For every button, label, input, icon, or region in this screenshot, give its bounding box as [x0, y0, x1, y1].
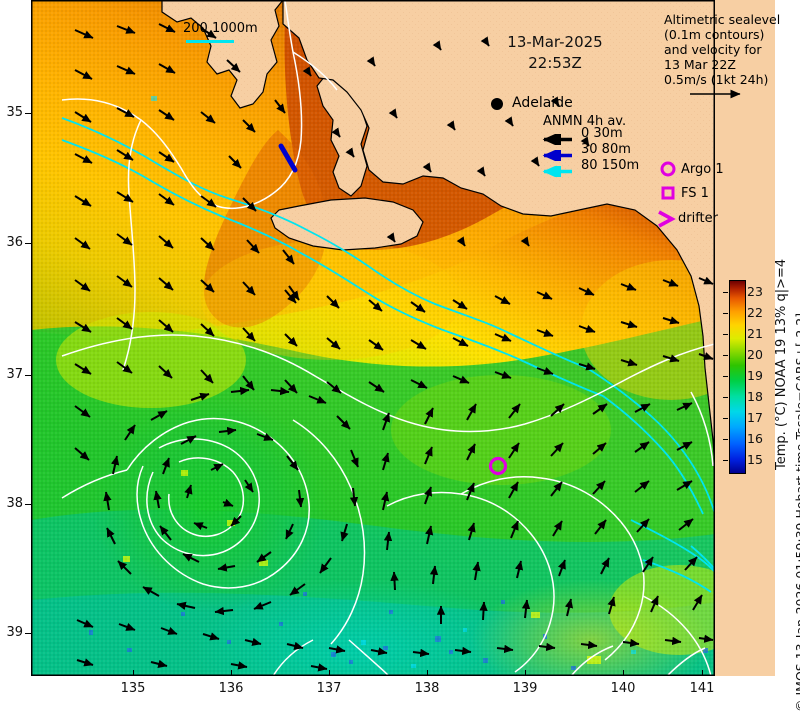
cbar-tick	[723, 418, 728, 419]
altimetry-note-line1: Altimetric sealevel	[664, 12, 781, 27]
anmn-label-80-150m: 80 150m	[581, 158, 640, 173]
timestamp-date: 13-Mar-2025	[507, 33, 603, 51]
timestamp-time: 22:53Z	[528, 54, 582, 72]
cbar-label-17: 17	[747, 410, 763, 425]
colorbar-title: Temp. (°C) NOAA 19 13% q|>=4	[774, 258, 789, 470]
cbar-label-19: 19	[747, 368, 763, 383]
xtick-mark	[702, 670, 703, 676]
drifter-chevron-icon	[655, 209, 679, 233]
xtick-mark	[623, 670, 624, 676]
ytick-mark	[25, 633, 31, 634]
anmn-arrow-30-80m-icon	[540, 146, 576, 165]
xtick-mark	[133, 670, 134, 676]
xtick-label-138: 138	[414, 681, 440, 696]
cbar-label-16: 16	[747, 431, 763, 446]
xtick-label-136: 136	[218, 681, 244, 696]
legend-label-fs: FS 1	[681, 186, 709, 201]
anmn-legend-title: ANMN 4h av.	[543, 114, 627, 129]
ytick-label-38: 38	[6, 496, 23, 511]
cbar-label-20: 20	[747, 347, 763, 362]
cbar-tick	[723, 355, 728, 356]
ytick-label-39: 39	[6, 625, 23, 640]
xtick-label-137: 137	[316, 681, 342, 696]
legend-label-drifter: drifter	[678, 211, 718, 226]
anmn-arrow-80-150m-icon	[540, 162, 576, 181]
xtick-label-139: 139	[512, 681, 538, 696]
anmn-label-30-80m: 30 80m	[581, 142, 631, 157]
cbar-tick	[723, 397, 728, 398]
legend-label-argo: Argo 1	[681, 162, 724, 177]
cbar-tick	[723, 334, 728, 335]
altimetry-note-line5: 0.5m/s (1kt 24h)	[664, 72, 769, 87]
ytick-mark	[25, 375, 31, 376]
cbar-label-21: 21	[747, 326, 763, 341]
argo-marker-map	[488, 456, 508, 476]
anmn-arrow-0-30m-icon	[540, 130, 576, 149]
cbar-label-23: 23	[747, 284, 763, 299]
temperature-colorbar	[729, 280, 746, 474]
credit-text: © IMOS 13-Jan-2026 01:59:39 Hobart time …	[793, 312, 800, 712]
bathymetry-label: 200 1000m	[183, 21, 258, 36]
xtick-label-141: 141	[689, 681, 715, 696]
anmn-label-0-30m: 0 30m	[581, 126, 623, 141]
altimetry-note-line4: 13 Mar 22Z	[664, 57, 736, 72]
ytick-mark	[25, 504, 31, 505]
cbar-tick	[723, 439, 728, 440]
cbar-tick	[723, 376, 728, 377]
ytick-mark	[25, 243, 31, 244]
velocity-scale-arrow-icon	[690, 86, 750, 105]
xtick-mark	[329, 670, 330, 676]
adelaide-dot	[491, 98, 503, 110]
xtick-mark	[427, 670, 428, 676]
ytick-label-37: 37	[6, 367, 23, 382]
cbar-label-18: 18	[747, 389, 763, 404]
altimetry-note-line3: and velocity for	[664, 42, 762, 57]
xtick-mark	[525, 670, 526, 676]
cbar-tick	[723, 292, 728, 293]
argo-circle-icon	[659, 160, 677, 182]
ytick-mark	[25, 113, 31, 114]
ytick-label-36: 36	[6, 235, 23, 250]
xtick-label-135: 135	[120, 681, 146, 696]
cbar-label-22: 22	[747, 305, 763, 320]
cbar-tick	[723, 313, 728, 314]
xtick-label-140: 140	[610, 681, 636, 696]
xtick-mark	[231, 670, 232, 676]
altimetry-note-line2: (0.1m contours)	[664, 27, 765, 42]
bathymetry-line-icon	[186, 40, 234, 43]
map-plot-area[interactable]	[31, 0, 715, 676]
cbar-tick	[723, 460, 728, 461]
cbar-label-15: 15	[747, 452, 763, 467]
ytick-label-35: 35	[6, 105, 23, 120]
city-label-adelaide: Adelaide	[512, 95, 573, 111]
fs-square-icon	[660, 185, 676, 205]
